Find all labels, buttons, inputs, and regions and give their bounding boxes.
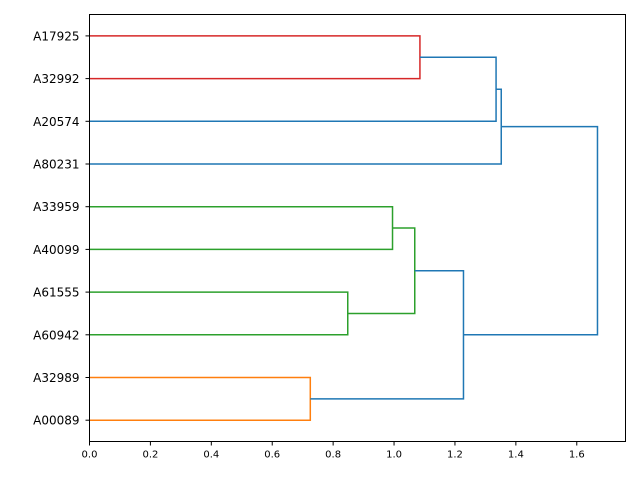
dendrogram-link-4 — [89, 205, 394, 251]
x-tick-label: 1.0 — [386, 450, 402, 461]
y-axis: A17925 A32992 A20574 A80231 A33959 A40099 A615… — [33, 29, 90, 428]
x-tick-label: 1.4 — [508, 450, 524, 461]
leaf-label: A40099 — [33, 243, 79, 257]
dendrogram-link-9 — [463, 125, 599, 336]
leaf-label: A00089 — [33, 414, 79, 428]
plot-frame — [89, 14, 626, 442]
x-tick-label: 0.8 — [325, 450, 341, 461]
x-tick-label: 0.2 — [142, 450, 158, 461]
dendrogram-link-1 — [89, 35, 421, 80]
dendrogram-links — [89, 35, 599, 421]
leaf-label: A32992 — [33, 72, 79, 86]
leaf-label: A17925 — [33, 29, 79, 43]
x-tick-label: 1.2 — [447, 450, 463, 461]
x-axis: 0.0 0.2 0.4 0.6 0.8 1.0 1.2 1.4 1.6 — [82, 441, 585, 461]
dendrogram-link-2 — [89, 56, 497, 123]
dendrogram-link-7 — [89, 376, 312, 421]
leaf-label: A80231 — [33, 158, 79, 172]
x-tick-label: 0.6 — [264, 450, 280, 461]
x-tick-label: 0.4 — [203, 450, 219, 461]
leaf-label: A60942 — [33, 328, 79, 342]
leaf-label: A33959 — [33, 200, 79, 214]
leaf-label: A20574 — [33, 115, 79, 129]
leaf-label: A32989 — [33, 371, 79, 385]
x-tick-label: 1.6 — [569, 450, 585, 461]
x-tick-label: 0.0 — [82, 450, 98, 461]
dendrogram-link-5 — [89, 291, 349, 336]
leaf-label: A61555 — [33, 286, 79, 300]
dendrogram-link-3 — [89, 88, 502, 165]
dendrogram-link-6 — [347, 227, 416, 315]
